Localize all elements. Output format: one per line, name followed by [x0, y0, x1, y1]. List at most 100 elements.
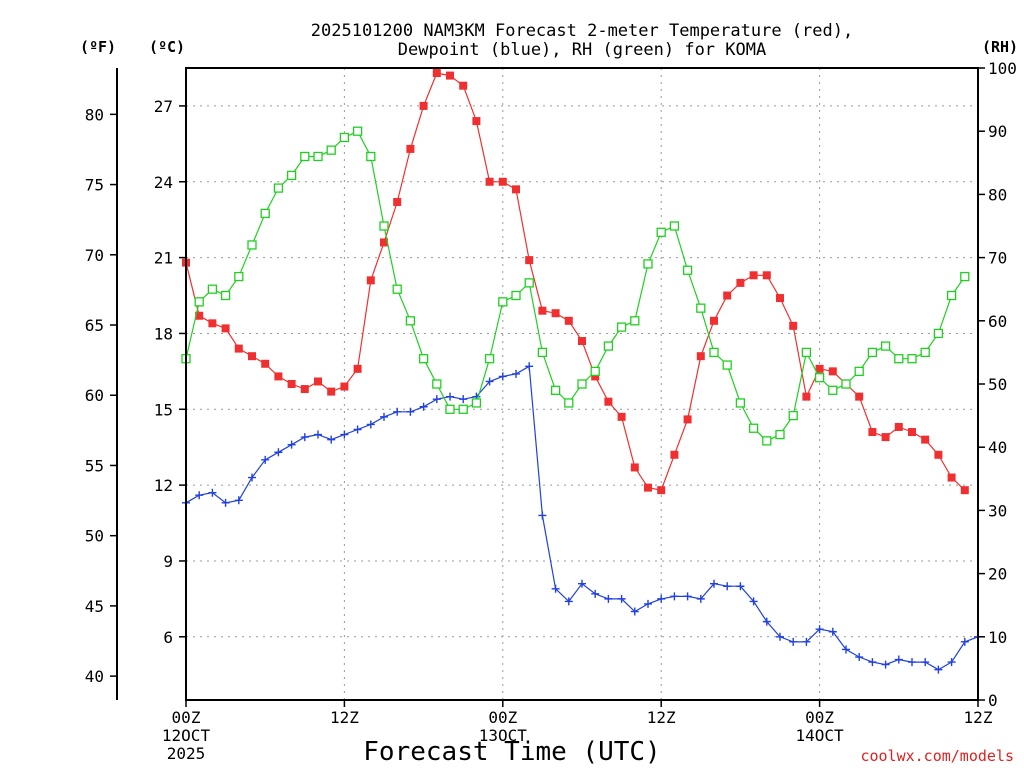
series-2-point-22 [471, 398, 482, 408]
series-0-point-56 [921, 435, 930, 444]
series-0-point-26 [525, 256, 534, 265]
series-2-point-33 [616, 322, 627, 332]
series-1-point-46 [789, 637, 798, 646]
series-1-point-36 [657, 594, 666, 603]
x-tick-label-2-1: 13OCT [479, 726, 528, 745]
series-2-point-11 [326, 145, 336, 155]
series-0-point-36 [657, 486, 666, 495]
series-2-point-57 [933, 328, 944, 339]
series-1-point-18 [419, 402, 428, 411]
celsius-tick-label-7: 27 [154, 97, 173, 116]
series-0-point-53 [881, 433, 890, 442]
series-2-point-24 [498, 297, 508, 307]
series-0-point-37 [670, 450, 679, 459]
series-2-point-18 [418, 354, 429, 364]
series-layer [181, 69, 982, 674]
x-tick-label-2-0: 00Z [488, 708, 517, 727]
chart-title-line-1: 2025101200 NAM3KM Forecast 2-meter Tempe… [311, 21, 853, 41]
series-1-point-11 [327, 435, 336, 444]
series-2-point-16 [392, 284, 402, 294]
series-2-point-8 [286, 170, 297, 181]
series-1-point-5 [248, 473, 256, 482]
series-2-point-25 [511, 290, 521, 301]
fahrenheit-tick-label-3: 55 [85, 456, 104, 475]
series-2-point-55 [907, 354, 917, 364]
series-0-point-28 [551, 309, 560, 318]
series-0-point-29 [564, 316, 573, 325]
series-0-point-19 [432, 69, 441, 78]
series-1-point-44 [762, 617, 771, 626]
x-tick-label-0-0: 00Z [172, 708, 201, 727]
series-0-point-17 [406, 144, 415, 153]
series-0-point-30 [578, 337, 586, 346]
series-1-point-45 [776, 632, 784, 641]
series-2-point-36 [656, 227, 666, 237]
fahrenheit-tick-label-5: 65 [85, 316, 104, 335]
series-0-point-39 [696, 352, 705, 361]
series-2-point-53 [880, 341, 891, 351]
series-1-point-33 [617, 594, 626, 603]
series-2-point-4 [234, 271, 244, 282]
series-0-point-11 [327, 387, 336, 396]
series-0-point-18 [419, 101, 428, 110]
series-2-point-52 [867, 347, 878, 358]
series-0-point-16 [393, 197, 402, 206]
series-0-point-13 [353, 364, 362, 373]
series-1-point-2 [208, 488, 217, 497]
series-1-point-19 [432, 395, 441, 404]
series-1-point-59 [960, 637, 969, 646]
series-2-point-38 [682, 265, 693, 275]
series-1-point-8 [287, 440, 296, 449]
series-1-point-42 [736, 582, 745, 591]
series-2-point-41 [722, 360, 732, 370]
series-0-point-52 [868, 428, 877, 437]
celsius-tick-label-2: 12 [154, 476, 173, 495]
series-0-point-54 [894, 422, 903, 431]
credit-text: coolwx.com/models [860, 747, 1014, 765]
series-1-point-28 [551, 584, 560, 593]
series-0-point-38 [683, 415, 692, 424]
series-1-point-35 [644, 599, 652, 608]
series-2-point-46 [788, 410, 798, 421]
series-1-point-26 [525, 362, 534, 371]
series-1-point-17 [406, 407, 415, 416]
series-2-point-56 [920, 347, 930, 358]
series-2-point-42 [735, 398, 746, 408]
series-2-point-15 [379, 221, 389, 231]
series-2-point-51 [854, 366, 864, 377]
rh-tick-label-2: 20 [988, 565, 1007, 584]
series-1-point-39 [696, 594, 705, 603]
rh-tick-label-1: 10 [988, 628, 1007, 647]
series-1-point-52 [868, 658, 877, 667]
series-2-point-43 [748, 423, 759, 433]
series-1-point-6 [261, 455, 270, 464]
series-0-point-15 [380, 238, 388, 247]
series-0-point-8 [287, 380, 296, 388]
series-2-point-49 [828, 385, 838, 395]
series-2-point-6 [260, 208, 270, 219]
rh-tick-label-10: 100 [988, 59, 1017, 78]
series-1-point-43 [749, 597, 758, 606]
series-2-point-39 [696, 303, 706, 313]
series-line-1 [185, 365, 979, 671]
series-0-point-4 [234, 344, 243, 353]
rh-tick-label-6: 60 [988, 312, 1007, 331]
x-tick-label-0-1: 12OCT [162, 726, 211, 745]
fahrenheit-tick-label-0: 40 [85, 667, 104, 686]
series-2-point-26 [524, 278, 534, 288]
series-1-point-51 [855, 653, 864, 662]
series-1-point-29 [564, 597, 573, 606]
series-2-point-31 [590, 366, 600, 377]
series-line-0 [185, 72, 966, 491]
series-0-point-27 [538, 306, 547, 315]
series-2-point-40 [709, 347, 719, 358]
fahrenheit-unit-label: (ºF) [80, 38, 116, 56]
celsius-tick-label-1: 9 [163, 552, 173, 571]
x-tick-label-4-0: 00Z [805, 708, 834, 727]
series-2-point-3 [220, 290, 231, 301]
series-0-point-32 [604, 397, 613, 406]
series-1-point-49 [828, 627, 837, 636]
x-tick-label-5-0: 12Z [964, 708, 993, 727]
series-0-point-42 [736, 278, 745, 287]
series-1-point-55 [908, 658, 916, 667]
